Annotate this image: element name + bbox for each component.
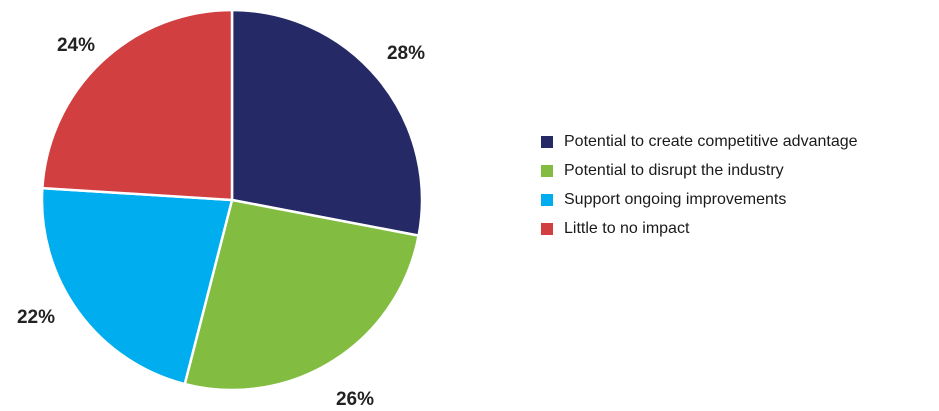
- legend-swatch-3: [541, 194, 553, 206]
- pie-value-label-2: 26%: [336, 389, 374, 410]
- legend-label-4: Little to no impact: [564, 220, 690, 237]
- legend-swatch-2: [541, 165, 553, 177]
- pie-value-label-4: 24%: [57, 35, 95, 56]
- pie-slice-1: [230, 8, 424, 237]
- legend: Potential to create competitive advantag…: [541, 133, 858, 237]
- legend-label-3: Support ongoing improvements: [564, 191, 786, 208]
- legend-label-1: Potential to create competitive advantag…: [564, 133, 858, 150]
- legend-swatch-4: [541, 223, 553, 235]
- pie-slice-2: [183, 198, 420, 392]
- pie-slice-3: [40, 186, 234, 386]
- legend-label-2: Potential to disrupt the industry: [564, 162, 784, 179]
- pie-slice-4: [41, 8, 234, 202]
- pie-value-label-3: 22%: [17, 307, 55, 328]
- pie-value-label-1: 28%: [387, 43, 425, 64]
- pie-value-labels: 28% 26% 22% 24%: [17, 35, 425, 410]
- pie-slices: [40, 8, 424, 392]
- legend-swatch-1: [541, 136, 553, 148]
